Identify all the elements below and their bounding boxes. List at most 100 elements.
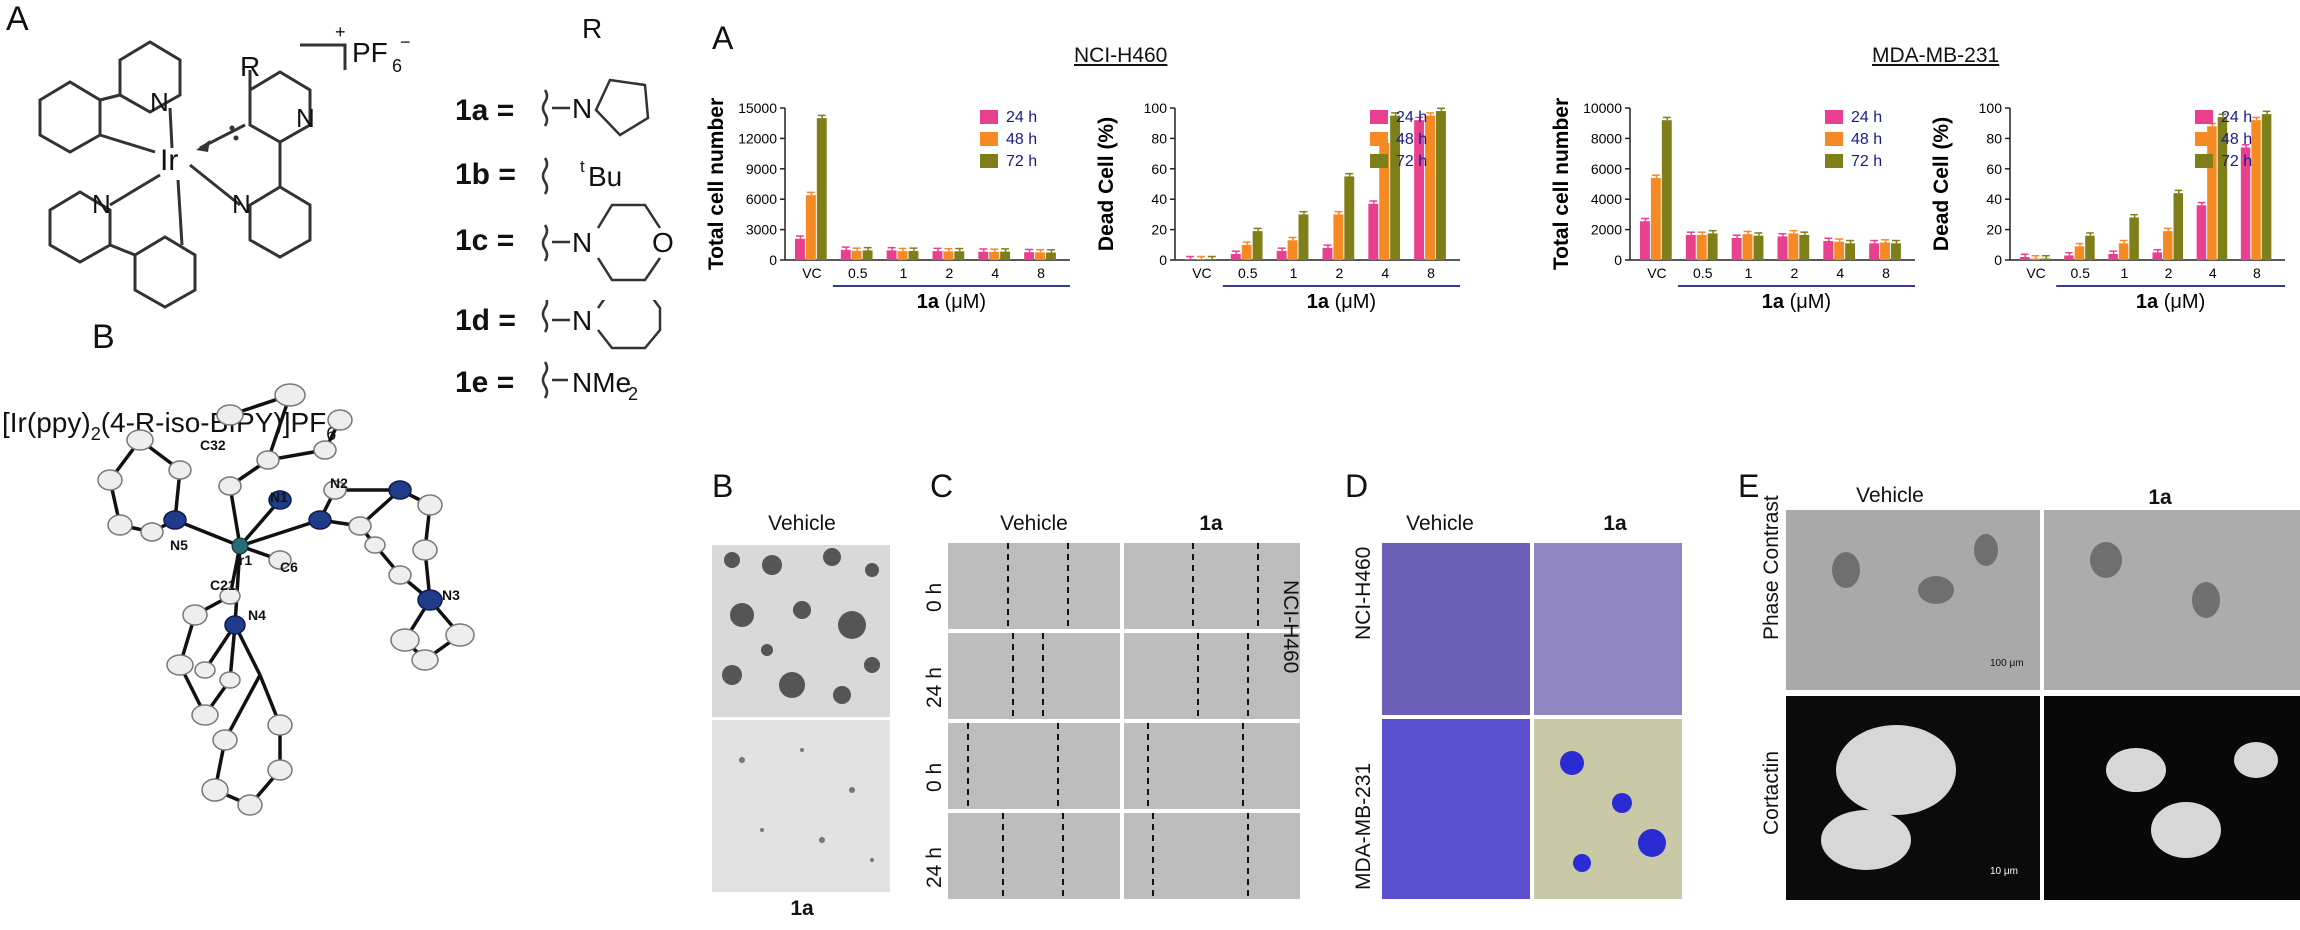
tbu-label: Bu: [588, 161, 622, 192]
y-tick-label: 12000: [738, 130, 777, 146]
bar: [1845, 243, 1856, 260]
n-atom-4: N: [296, 103, 315, 133]
legend-swatch: [2195, 110, 2213, 124]
series-1d: 1d =: [455, 304, 516, 337]
bar: [1379, 142, 1390, 260]
bar: [1696, 234, 1707, 260]
legend-label: 48 h: [1851, 131, 1882, 148]
bar: [954, 251, 965, 260]
series-1c: 1c =: [455, 224, 514, 257]
bar: [1333, 214, 1344, 260]
atom-label-c21: C21: [210, 577, 236, 593]
panel-label-a-main: A: [6, 0, 29, 38]
r-label: R: [240, 51, 260, 82]
bar: [1287, 240, 1298, 260]
bar: [1799, 234, 1810, 260]
x-tick-label: 1: [1290, 265, 1298, 281]
y-tick-label: 80: [1986, 130, 2002, 146]
counterion-sub: 6: [392, 56, 402, 76]
x-group-label: 1a (μM): [1307, 291, 1376, 313]
panel-c-row4: 24 h: [923, 847, 946, 888]
panel-d-row1: NCI-H460: [1352, 546, 1375, 640]
legend-swatch: [2195, 132, 2213, 146]
formula-p2: 2: [91, 424, 101, 444]
atom-label-n5: N5: [170, 537, 188, 553]
bar: [2085, 235, 2095, 260]
bar: [886, 250, 897, 260]
bar: [1731, 237, 1742, 260]
chemical-structure: R N Ir N N N PF 6 + − R 1a = 1b = 1c = N…: [38, 13, 674, 309]
panel-d-col1: Vehicle: [1406, 512, 1474, 535]
y-tick-label: 9000: [746, 161, 777, 177]
y-tick-label: 8000: [1591, 130, 1622, 146]
legend-label: 48 h: [1396, 131, 1427, 148]
x-tick-label: 8: [1882, 265, 1890, 281]
y-tick-label: 40: [1986, 191, 2002, 207]
atom-label-c32: C32: [200, 437, 226, 453]
panel-e-col1: Vehicle: [1856, 484, 1924, 507]
chart-h460-total: Total cell number 0 3000 6000 9000 12000 15000…: [705, 98, 1070, 313]
bar: [1230, 253, 1241, 260]
bar: [1206, 259, 1217, 260]
legend-swatch: [1825, 154, 1843, 168]
panel-e-images: [1786, 510, 2300, 900]
bar: [1276, 250, 1287, 260]
bar: [1425, 115, 1435, 260]
bar: [1195, 259, 1206, 260]
y-tick-label: 100: [1979, 100, 2003, 116]
legend-swatch: [1370, 110, 1388, 124]
x-tick-label: 4: [1836, 265, 1844, 281]
group-title-left: NCI-H460: [1074, 44, 1168, 67]
panel-c-side-label: NCI-H460: [1279, 580, 1302, 674]
bar: [908, 250, 919, 260]
crystal-structure: C32 N1 N2 N5 Ir1 C6 C21 N4 N3: [97, 383, 475, 816]
bar: [1344, 176, 1355, 260]
y-tick-label: 60: [1986, 161, 2002, 177]
bar: [2251, 120, 2261, 260]
y-tick-label: 0: [1994, 252, 2002, 268]
o-1c: O: [652, 227, 674, 258]
y-tick-label: 0: [1614, 252, 1622, 268]
y-tick-label: 60: [1151, 161, 1167, 177]
panel-c-col2: 1a: [1199, 512, 1223, 535]
bar: [1024, 252, 1035, 260]
legend-swatch: [1825, 110, 1843, 124]
panel-e-scale2: 10 μm: [1990, 866, 2018, 877]
bar: [1661, 120, 1672, 260]
y-tick-label: 80: [1151, 130, 1167, 146]
panel-b-title: Vehicle: [768, 512, 836, 535]
bar: [2261, 114, 2272, 260]
x-tick-label: 8: [1427, 265, 1435, 281]
bar: [851, 250, 862, 260]
panel-d-images: [1382, 543, 1682, 899]
nme2-label: NMe: [572, 367, 631, 398]
y-tick-label: 4000: [1591, 191, 1622, 207]
bar: [897, 251, 908, 260]
bar: [989, 251, 1000, 260]
legend-label: 72 h: [2221, 153, 2252, 170]
legend-label: 24 h: [1006, 109, 1037, 126]
bar: [1742, 234, 1753, 260]
atom-label-n3: N3: [442, 587, 460, 603]
ir-atom: Ir: [160, 144, 178, 177]
y-tick-label: 20: [1986, 222, 2002, 238]
panel-e-scale1: 100 μm: [1990, 658, 2024, 669]
panel-d-row2: MDA-MB-231: [1352, 762, 1375, 890]
legend-swatch: [2195, 154, 2213, 168]
bar: [840, 249, 851, 260]
atom-label-n2: N2: [330, 475, 348, 491]
nme2-sub: 2: [628, 384, 638, 404]
legend-label: 72 h: [1851, 153, 1882, 170]
legend-label: 48 h: [1006, 131, 1037, 148]
panel-label-d: D: [1345, 468, 1369, 504]
x-tick-label: 8: [1037, 265, 1045, 281]
legend-swatch: [1370, 154, 1388, 168]
panel-c-images: [948, 543, 1300, 899]
panel-label-b-structure: B: [92, 318, 115, 356]
x-tick-label: 2: [1791, 265, 1799, 281]
x-tick-label: 4: [2209, 265, 2217, 281]
x-group-label: 1a (μM): [2136, 291, 2205, 313]
panel-c-row3: 0 h: [923, 762, 946, 792]
n-1c: N: [572, 227, 592, 258]
series-1e: 1e =: [455, 366, 514, 399]
